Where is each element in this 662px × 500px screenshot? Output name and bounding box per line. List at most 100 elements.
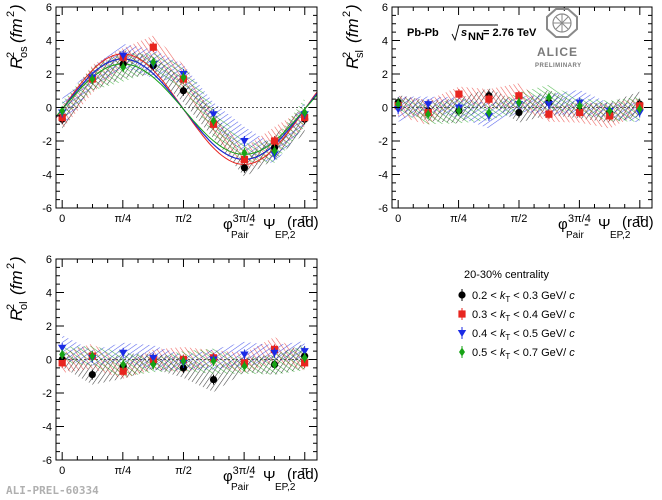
legend-entry: 0.3 < kT < 0.4 GeV/ c <box>458 308 575 323</box>
y-axis-title-unit: (fm <box>7 270 26 295</box>
x-tick-label: 3π/4 <box>568 213 591 225</box>
data-point <box>455 90 463 98</box>
y-axis-title: R2 ol(fm2) <box>5 256 30 321</box>
data-point <box>58 113 66 122</box>
x-axis-title-unit: (rad) <box>622 214 654 231</box>
data-point <box>606 112 614 120</box>
legend-title: 20-30% centrality <box>464 269 549 281</box>
y-tick-label: 2 <box>382 69 388 81</box>
x-axis-title-psi-sub: EP,2 <box>275 230 296 241</box>
data-point <box>149 43 157 51</box>
collision-nn: NN <box>468 31 484 43</box>
x-tick-label: π/4 <box>450 213 467 225</box>
data-point <box>455 106 462 116</box>
y-axis-title-sup: 2 <box>341 52 353 58</box>
x-tick-label: 0 <box>59 213 65 225</box>
y-axis-title-unit-close: ) <box>7 256 26 264</box>
y-axis-title-symbol: R <box>7 309 26 321</box>
x-tick-label: π/2 <box>511 213 528 225</box>
data-point <box>149 354 158 362</box>
x-tick-label: 3π/4 <box>233 465 256 477</box>
data-point <box>485 108 492 118</box>
data-point <box>120 360 127 370</box>
alice-logo-spokes <box>553 14 571 32</box>
data-point <box>576 108 584 117</box>
data-point <box>395 99 402 109</box>
y-tick-label: 6 <box>382 2 388 14</box>
data-point <box>515 108 523 117</box>
legend-label-part: 0.3 < <box>472 309 500 321</box>
x-axis-title-phi: φ <box>558 216 568 233</box>
data-point <box>271 146 278 156</box>
x-axis-title-unit: (rad) <box>287 214 319 231</box>
y-tick-label: 0 <box>382 103 388 115</box>
y-tick-label: -6 <box>378 203 388 215</box>
legend-label-part: 0.5 < <box>472 347 500 359</box>
y-axis-title-sup: 2 <box>5 304 17 310</box>
y-tick-label: 4 <box>382 36 388 48</box>
data-point <box>271 360 278 370</box>
collision-energy: = 2.76 TeV <box>483 27 537 39</box>
legend-label-part: T <box>505 352 510 361</box>
alice-logo: ALICE PRELIMINARY <box>535 8 582 69</box>
y-axis-title-unit-sup: 2 <box>5 11 17 17</box>
y-tick-label: -6 <box>42 203 52 215</box>
x-axis-title-psi-sub: EP,2 <box>275 482 296 493</box>
x-axis-title-minus: - <box>584 216 589 233</box>
y-axis-title-sup: 2 <box>5 52 17 58</box>
data-point <box>240 155 249 164</box>
data-point <box>179 87 188 95</box>
x-tick-label: π <box>301 213 309 225</box>
x-axis-title-minus: - <box>249 468 254 485</box>
data-point <box>180 72 187 82</box>
y-axis-title-sub: ol <box>18 301 30 310</box>
x-axis-title-minus: - <box>249 216 254 233</box>
data-point <box>59 106 66 116</box>
data-point <box>545 92 552 102</box>
y-tick-label: 4 <box>46 36 52 48</box>
y-tick-label: -6 <box>42 455 52 467</box>
data-point <box>57 344 67 352</box>
y-axis-title-unit-close: ) <box>343 4 362 12</box>
data-point <box>59 349 66 359</box>
y-axis-title-symbol: R <box>7 57 26 69</box>
watermark: ALI-PREL-60334 <box>6 484 99 497</box>
y-tick-label: -4 <box>42 170 52 182</box>
data-point <box>150 57 157 67</box>
y-axis-title-unit: (fm <box>7 18 26 43</box>
alice-logo-tag: PRELIMINARY <box>535 63 582 69</box>
x-axis-title-phi-sub: Pair <box>231 230 249 241</box>
legend-label-part: k <box>500 309 506 321</box>
y-axis-title-unit-close: ) <box>7 4 26 12</box>
legend-label-part: c <box>569 347 575 359</box>
y-tick-label: 0 <box>46 355 52 367</box>
x-axis-title-phi: φ <box>223 468 233 485</box>
data-point <box>270 137 279 145</box>
legend-label-part: T <box>505 314 510 323</box>
data-point <box>58 359 66 367</box>
x-tick-label: π/2 <box>175 213 192 225</box>
legend-label-part: T <box>505 333 510 342</box>
data-point <box>515 92 523 100</box>
x-tick-label: π/4 <box>114 213 131 225</box>
collision-sqrt-s: s <box>461 27 467 39</box>
y-axis-title-sub: os <box>18 46 30 58</box>
legend-entry: 0.2 < kT < 0.3 GeV/ c <box>458 289 575 304</box>
legend-label-part: k <box>500 347 506 359</box>
data-point <box>485 95 493 103</box>
data-point <box>180 356 187 366</box>
data-point <box>89 74 96 84</box>
x-tick-label: π/4 <box>114 465 131 477</box>
data-point <box>210 356 217 366</box>
x-axis-title-psi: Ψ <box>263 216 276 233</box>
data-point <box>120 62 127 72</box>
y-tick-label: 0 <box>46 103 52 115</box>
legend-label: 0.4 < kT < 0.5 GeV/ c <box>472 328 575 342</box>
legend-marker <box>459 347 465 357</box>
y-tick-label: 6 <box>46 2 52 14</box>
y-axis-title: R2 os(fm2) <box>5 4 30 69</box>
legend-label: 0.2 < kT < 0.3 GeV/ c <box>472 290 575 304</box>
